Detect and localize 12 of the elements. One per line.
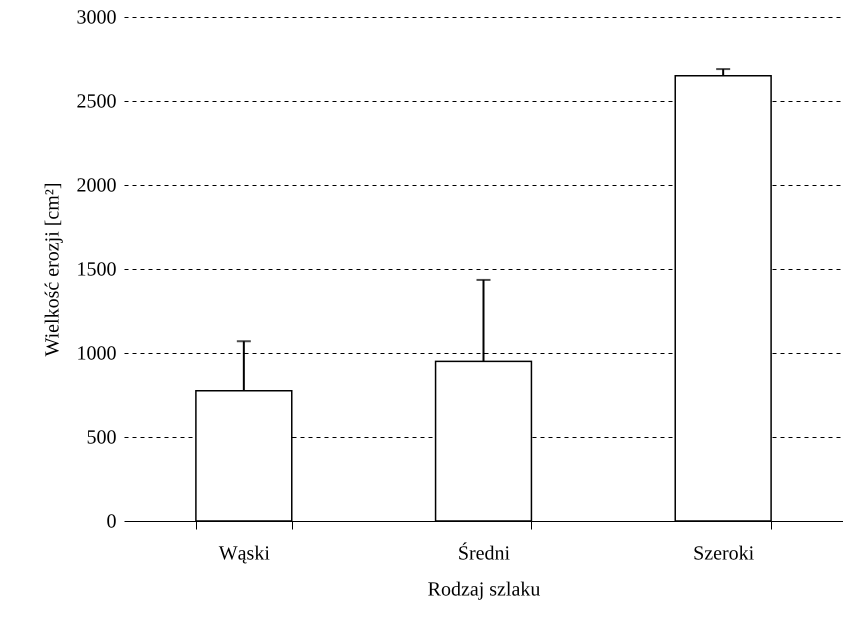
x-tick-label: Średni xyxy=(458,542,511,564)
y-tick-label: 1500 xyxy=(76,258,116,280)
x-tick-label: Wąski xyxy=(218,542,270,564)
y-tick-label: 2500 xyxy=(76,90,116,112)
y-tick-label: 1000 xyxy=(76,342,116,364)
y-tick-label: 2000 xyxy=(76,174,116,196)
y-tick-label: 500 xyxy=(86,426,116,448)
y-axis-title: Wielkość erozji [cm²] xyxy=(42,182,64,357)
x-tick-label: Szeroki xyxy=(693,542,755,564)
y-tick-label: 0 xyxy=(106,510,116,532)
y-tick-label: 3000 xyxy=(76,6,116,28)
x-axis-title: Rodzaj szlaku xyxy=(428,578,540,600)
